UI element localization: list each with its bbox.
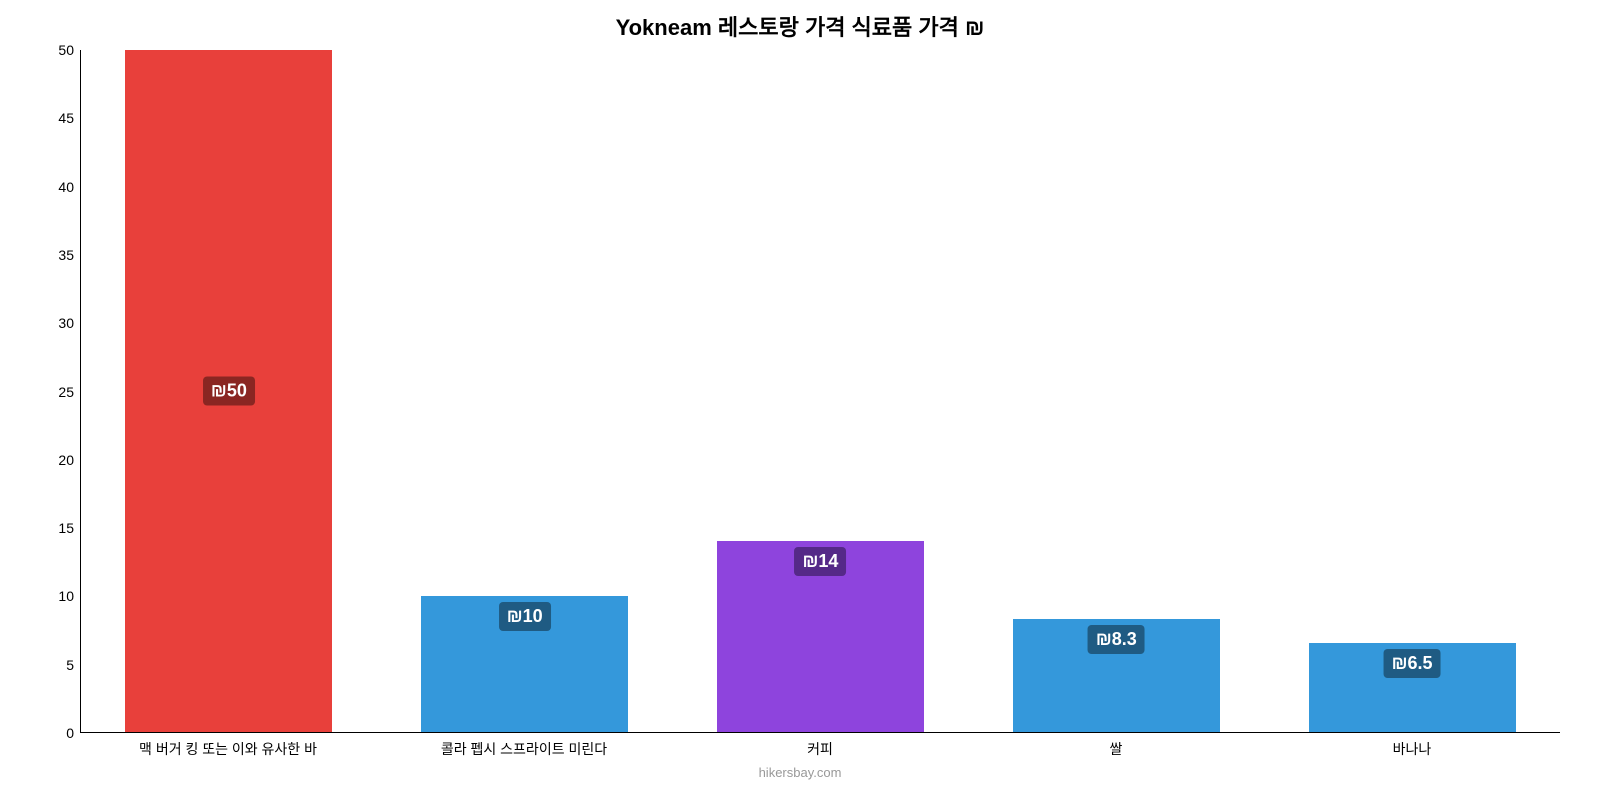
y-tick: 0 <box>66 725 74 741</box>
bar-slot: ₪8.3 <box>968 50 1264 732</box>
bar: ₪50 <box>125 50 332 732</box>
chart-title: Yokneam 레스토랑 가격 식료품 가격 ₪ <box>40 10 1560 42</box>
y-tick: 25 <box>58 384 74 400</box>
y-tick: 30 <box>58 315 74 331</box>
x-tick: 맥 버거 킹 또는 이와 유사한 바 <box>80 733 376 759</box>
y-tick: 5 <box>66 657 74 673</box>
x-tick: 바나나 <box>1264 733 1560 759</box>
plot-area: ₪50 ₪10 ₪14 ₪8.3 ₪6.5 <box>80 50 1560 733</box>
bar-value-label: ₪6.5 <box>1384 649 1441 678</box>
y-tick: 35 <box>58 247 74 263</box>
bar-value-label: ₪14 <box>795 547 847 576</box>
y-axis: 05101520253035404550 <box>40 50 80 733</box>
plot: 05101520253035404550 ₪50₪10₪14₪8.3₪6.5 <box>40 50 1560 733</box>
bar-slot: ₪6.5 <box>1264 50 1560 732</box>
price-chart: Yokneam 레스토랑 가격 식료품 가격 ₪ 0 5 10 15 20 25 30 35 4… <box>0 0 1600 800</box>
bars-container: ₪50 ₪10 ₪14 ₪8.3 ₪6.5 <box>81 50 1560 732</box>
bar-slot: ₪50 <box>81 50 377 732</box>
bar-slot: ₪14 <box>673 50 969 732</box>
y-tick: 10 <box>58 588 74 604</box>
bar-slot: ₪10 <box>377 50 673 732</box>
x-tick: 커피 <box>672 733 968 759</box>
bar: ₪10 <box>421 596 628 732</box>
y-tick: 45 <box>58 110 74 126</box>
x-tick: 콜라 펩시 스프라이트 미린다 <box>376 733 672 759</box>
bar-value-label: ₪10 <box>499 602 551 631</box>
bar-value-label: ₪8.3 <box>1088 625 1145 654</box>
chart-footer: hikersbay.com <box>40 765 1560 780</box>
y-tick: 20 <box>58 452 74 468</box>
x-tick: 쌀 <box>968 733 1264 759</box>
x-axis: 맥 버거 킹 또는 이와 유사한 바콜라 펩시 스프라이트 미린다커피쌀바나나 <box>80 733 1560 759</box>
y-tick: 15 <box>58 520 74 536</box>
y-tick: 40 <box>58 179 74 195</box>
bar: ₪6.5 <box>1309 643 1516 732</box>
bar: ₪14 <box>717 541 924 732</box>
bar-value-label: ₪50 <box>203 377 255 406</box>
y-tick: 50 <box>58 42 74 58</box>
bar: ₪8.3 <box>1013 619 1220 732</box>
